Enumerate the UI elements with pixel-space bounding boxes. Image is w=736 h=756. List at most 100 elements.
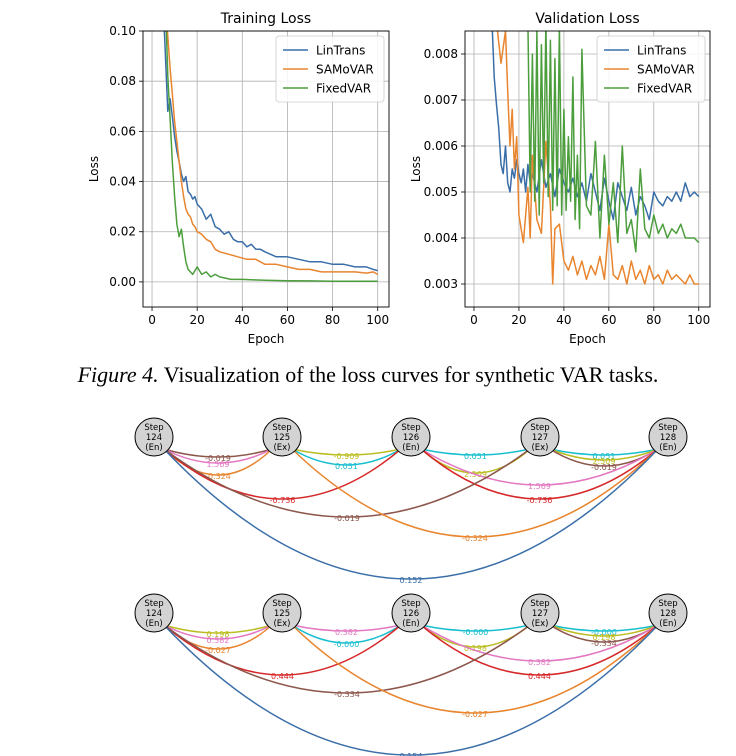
- figure-caption: Figure 4. Visualization of the loss curv…: [0, 362, 736, 388]
- chart-title: Validation Loss: [535, 11, 639, 27]
- edge-curve: [549, 624, 659, 632]
- edge-label: -0.000: [334, 640, 360, 649]
- edge-label: -0.736: [270, 496, 296, 505]
- x-tick-label: 20: [190, 313, 205, 327]
- node-label-line1: Step: [272, 599, 291, 609]
- edge-label: 0.444: [528, 672, 551, 681]
- edge-label: 0.051: [335, 462, 358, 471]
- node-label-line1: Step: [144, 599, 163, 609]
- y-tick-label: 0.008: [424, 47, 458, 61]
- edge-curve: [163, 624, 273, 640]
- node-label-line2: 124: [146, 609, 162, 619]
- node-label-line3: (En): [402, 443, 419, 453]
- edge-curve: [163, 448, 273, 458]
- edge-curve: [420, 624, 659, 676]
- plot-frame: [464, 30, 711, 308]
- y-tick-label: 0.003: [424, 277, 458, 291]
- node-circle: [134, 593, 174, 633]
- node-label-line2: 124: [146, 433, 162, 443]
- edge-curve: [291, 624, 659, 714]
- x-axis-label: Epoch: [569, 332, 606, 346]
- figure-label: Figure 4.: [77, 362, 159, 387]
- y-tick-label: 0.04: [109, 175, 136, 189]
- node-label-line1: Step: [401, 599, 420, 609]
- edge-label: 0.154: [400, 752, 423, 756]
- edge-curve: [420, 624, 531, 632]
- edge-curve: [291, 624, 402, 632]
- node-label-line3: (Ex): [273, 443, 290, 453]
- edge-curve: [549, 448, 659, 461]
- edge-label: 0.198: [207, 630, 230, 639]
- y-tick-label: 0.08: [109, 74, 136, 88]
- edge-curve: [291, 448, 402, 466]
- y-axis-label: Loss: [87, 156, 101, 182]
- edge-label: -0.334: [334, 690, 360, 699]
- x-tick-label: 80: [646, 313, 661, 327]
- x-tick-label: 100: [687, 313, 710, 327]
- series-line-SAMoVAR: [166, 31, 379, 276]
- x-tick-label: 20: [511, 313, 526, 327]
- x-tick-label: 100: [366, 313, 389, 327]
- edge-curve: [420, 624, 659, 662]
- chart-1: 0 20 40 60 80 100 0.00 0.02 0.04 0.06 0.08 0.10 Trai…: [87, 11, 390, 346]
- x-tick-label: 80: [325, 313, 340, 327]
- node-label-line1: Step: [530, 423, 549, 433]
- node-label-line3: (En): [145, 443, 162, 453]
- legend-label: LinTrans: [637, 44, 686, 58]
- node-label-line2: 128: [660, 433, 676, 443]
- node-label-line1: Step: [658, 423, 677, 433]
- legend-box: [596, 35, 706, 103]
- node-label-line1: Step: [401, 423, 420, 433]
- y-tick-label: 0.00: [109, 275, 136, 289]
- edge-label: 0.152: [400, 576, 423, 585]
- edge-curve: [163, 448, 531, 518]
- legend-box: [275, 35, 385, 103]
- series-line-FixedVAR: [527, 31, 700, 253]
- edge-label: 0.382: [207, 636, 230, 645]
- edge-label: 1.569: [207, 460, 230, 469]
- node-circle: [520, 417, 560, 457]
- edge-curve: [420, 448, 531, 456]
- node-circle: [262, 417, 302, 457]
- edge-curve: [420, 448, 659, 486]
- node-circle: [391, 593, 431, 633]
- edge-curve: [291, 624, 402, 644]
- edge-label: -0.909: [334, 452, 360, 461]
- x-tick-label: 0: [148, 313, 156, 327]
- edge-curve: [163, 624, 273, 634]
- edge-label: 0.051: [593, 452, 616, 461]
- edge-label: 0.382: [335, 628, 358, 637]
- edge-label: 1.569: [528, 482, 551, 491]
- node-label-line2: 126: [403, 609, 419, 619]
- node-label-line2: 127: [532, 433, 548, 443]
- y-tick-label: 0.006: [424, 139, 458, 153]
- edge-curve: [291, 448, 659, 538]
- series-line-FixedVAR: [165, 31, 378, 282]
- node-label-line1: Step: [144, 423, 163, 433]
- edge-curve: [549, 624, 659, 637]
- x-axis-label: Epoch: [248, 332, 285, 346]
- node-label-line2: 126: [403, 433, 419, 443]
- legend-label: LinTrans: [316, 44, 365, 58]
- node-circle: [391, 417, 431, 457]
- edge-curve: [163, 448, 659, 580]
- y-tick-label: 0.007: [424, 93, 458, 107]
- edge-label: -0.027: [462, 710, 488, 719]
- x-tick-label: 40: [235, 313, 250, 327]
- node-label-line3: (Ex): [531, 619, 548, 629]
- plot-frame: [142, 30, 390, 308]
- node-circle: [648, 593, 688, 633]
- edge-label: -0.000: [463, 628, 489, 637]
- chart-title: Training Loss: [220, 11, 311, 27]
- edge-label: 2.509: [593, 457, 616, 466]
- legend-label: SAMoVAR: [316, 63, 374, 77]
- node-circle: [134, 417, 174, 457]
